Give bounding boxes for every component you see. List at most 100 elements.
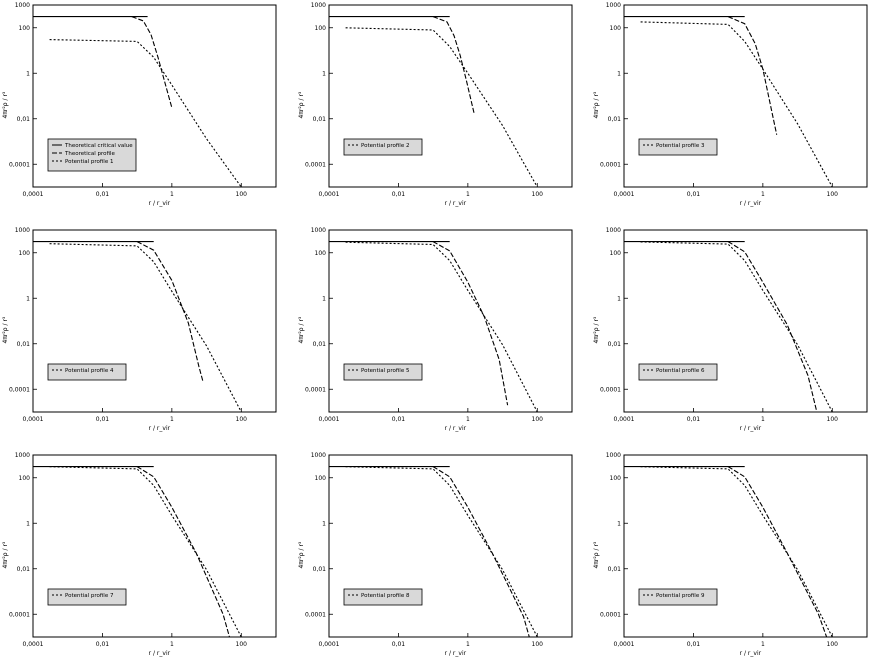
y-tick-label: 1000 xyxy=(15,452,30,459)
plot-frame xyxy=(32,229,277,413)
series-line-2 xyxy=(131,16,173,109)
x-tick-label: 0,0001 xyxy=(23,416,44,423)
x-tick-label: 100 xyxy=(532,416,544,423)
y-axis-label: 4πr²ρ / r³ xyxy=(2,91,9,118)
y-tick-label: 1 xyxy=(617,295,621,302)
x-tick-label: 100 xyxy=(532,191,544,198)
panel-3: 0,0001 0,01 1 100 1000 100 1 0,01 0,0001 r / r_vi… xyxy=(593,2,868,207)
x-tick-label: 1 xyxy=(170,191,174,198)
x-tick-label: 0,0001 xyxy=(614,191,635,198)
x-axis-label: r / r_vir xyxy=(149,200,171,207)
x-tick-label: 0,01 xyxy=(96,191,110,198)
legend-label: Potential profile 9 xyxy=(656,593,705,599)
panel-2: 0,0001 0,01 1 100 1000 100 1 0,01 0,0001 r / r_vi… xyxy=(298,2,573,207)
x-tick-label: 100 xyxy=(532,641,544,648)
y-tick-label: 0,0001 xyxy=(600,161,621,168)
series-line-3 xyxy=(345,27,538,187)
series-group xyxy=(624,466,833,637)
x-tick-label: 1 xyxy=(761,416,765,423)
panel-9: 0,0001 0,01 1 100 1000 100 1 0,01 0,0001 r / r_vi… xyxy=(593,452,868,657)
legend: Potential profile 2 xyxy=(343,138,423,156)
y-axis-label: 4πr²ρ / r³ xyxy=(298,541,305,568)
legend-box xyxy=(638,588,718,606)
panel-5: 0,0001 0,01 1 100 1000 100 1 0,01 0,0001 r / r_vi… xyxy=(298,227,573,432)
plot-frame xyxy=(623,229,868,413)
legend-label: Potential profile 5 xyxy=(361,368,410,374)
y-tick-label: 0,01 xyxy=(608,116,622,123)
y-tick-label: 100 xyxy=(610,25,622,32)
legend-box xyxy=(343,588,423,606)
plot-frame xyxy=(623,4,868,188)
series-line-2 xyxy=(136,241,204,383)
legend-box xyxy=(47,363,127,381)
series-line-3 xyxy=(49,466,242,637)
x-tick-label: 1 xyxy=(170,416,174,423)
panel-1: 0,0001 0,01 1 100 1000 100 1 0,01 0,0001 r / r_vi… xyxy=(2,2,277,207)
x-axis-label: r / r_vir xyxy=(445,200,467,207)
y-tick-label: 0,01 xyxy=(17,116,31,123)
x-tick-label: 0,01 xyxy=(392,191,406,198)
x-tick-label: 100 xyxy=(236,641,248,648)
x-tick-label: 100 xyxy=(827,416,839,423)
x-tick-label: 100 xyxy=(827,641,839,648)
y-tick-label: 1000 xyxy=(606,227,621,234)
series-group xyxy=(33,466,242,637)
y-tick-label: 1 xyxy=(26,295,30,302)
y-axis-label: 4πr²ρ / r³ xyxy=(593,91,600,118)
x-tick-label: 0,0001 xyxy=(614,641,635,648)
series-line-2 xyxy=(727,241,818,412)
y-tick-label: 1 xyxy=(322,295,326,302)
y-tick-label: 1 xyxy=(26,520,30,527)
x-axis-label: r / r_vir xyxy=(740,200,762,207)
panel-6: 0,0001 0,01 1 100 1000 100 1 0,01 0,0001 r / r_vi… xyxy=(593,227,868,432)
y-axis-label: 4πr²ρ / r³ xyxy=(593,541,600,568)
legend-label: Potential profile 3 xyxy=(656,143,705,149)
y-tick-label: 1 xyxy=(617,520,621,527)
series-group xyxy=(329,241,538,412)
legend-box xyxy=(47,138,137,172)
y-tick-label: 0,01 xyxy=(313,566,327,573)
series-group xyxy=(329,16,538,187)
x-tick-label: 0,01 xyxy=(392,416,406,423)
legend: Potential profile 6 xyxy=(638,363,718,381)
y-tick-label: 100 xyxy=(19,475,31,482)
x-tick-label: 0,0001 xyxy=(614,416,635,423)
series-line-2 xyxy=(727,466,828,637)
plot-frame xyxy=(32,4,277,188)
x-tick-label: 0,01 xyxy=(392,641,406,648)
series-line-3 xyxy=(640,21,833,187)
y-tick-label: 1000 xyxy=(311,2,326,9)
series-line-3 xyxy=(345,466,538,637)
x-tick-label: 0,0001 xyxy=(23,191,44,198)
y-tick-label: 100 xyxy=(610,250,622,257)
series-line-3 xyxy=(49,243,242,412)
y-tick-label: 0,0001 xyxy=(600,611,621,618)
y-tick-label: 1000 xyxy=(311,452,326,459)
x-axis-label: r / r_vir xyxy=(149,425,171,432)
x-tick-label: 0,01 xyxy=(687,191,701,198)
y-tick-label: 100 xyxy=(19,250,31,257)
series-line-3 xyxy=(640,241,833,412)
legend-label: Potential profile 4 xyxy=(65,368,114,374)
y-tick-label: 0,01 xyxy=(17,341,31,348)
legend-box xyxy=(343,138,423,156)
plot-frame xyxy=(328,454,573,638)
series-line-2 xyxy=(136,466,231,637)
legend: Potential profile 3 xyxy=(638,138,718,156)
series-line-3 xyxy=(345,241,538,412)
y-tick-label: 0,0001 xyxy=(305,386,326,393)
y-tick-label: 0,01 xyxy=(608,566,622,573)
x-axis-label: r / r_vir xyxy=(740,425,762,432)
series-line-2 xyxy=(432,466,530,637)
x-tick-label: 100 xyxy=(827,191,839,198)
y-tick-label: 1000 xyxy=(311,227,326,234)
plot-frame xyxy=(328,229,573,413)
series-line-2 xyxy=(432,16,475,114)
y-tick-label: 1000 xyxy=(606,2,621,9)
plot-frame xyxy=(32,454,277,638)
legend-label: Potential profile 8 xyxy=(361,593,410,599)
legend-box xyxy=(638,363,718,381)
series-group xyxy=(33,16,242,187)
x-tick-label: 100 xyxy=(236,416,248,423)
